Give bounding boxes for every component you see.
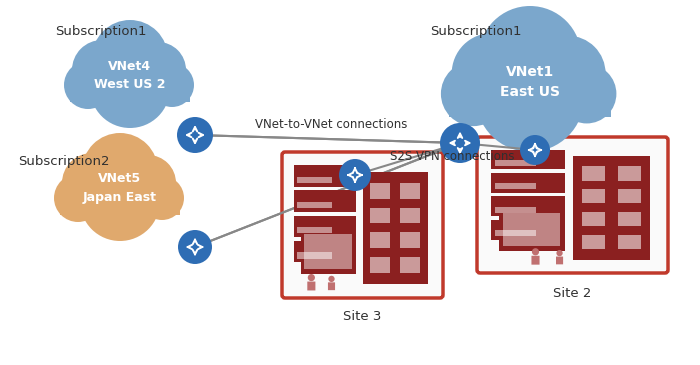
Bar <box>495 160 536 166</box>
Bar <box>370 208 390 223</box>
Bar <box>298 227 332 233</box>
Bar <box>400 208 420 223</box>
Bar <box>503 213 561 246</box>
Bar <box>294 191 356 212</box>
Circle shape <box>557 64 617 123</box>
Bar <box>400 183 420 199</box>
Circle shape <box>178 230 212 264</box>
Circle shape <box>92 20 168 96</box>
Text: Subscription1: Subscription1 <box>430 25 522 38</box>
FancyBboxPatch shape <box>282 152 443 298</box>
Bar <box>298 177 332 183</box>
Circle shape <box>452 33 533 114</box>
Circle shape <box>150 63 194 107</box>
FancyBboxPatch shape <box>531 256 540 265</box>
Circle shape <box>339 159 371 191</box>
Bar <box>573 155 650 260</box>
Circle shape <box>440 123 480 163</box>
Bar <box>449 92 611 117</box>
Bar <box>582 166 605 181</box>
Text: Site 2: Site 2 <box>553 287 592 300</box>
Bar <box>495 230 536 236</box>
Bar <box>400 232 420 248</box>
Circle shape <box>308 274 315 281</box>
Bar <box>617 235 641 249</box>
FancyBboxPatch shape <box>307 281 316 291</box>
Circle shape <box>556 250 563 256</box>
Circle shape <box>80 161 160 241</box>
FancyBboxPatch shape <box>556 257 563 264</box>
Bar <box>582 235 605 249</box>
Bar <box>300 224 356 274</box>
Circle shape <box>64 61 112 109</box>
Circle shape <box>54 174 102 222</box>
Bar <box>298 202 332 208</box>
Circle shape <box>441 61 505 126</box>
Text: VNet1
East US: VNet1 East US <box>500 65 560 99</box>
Circle shape <box>476 44 584 152</box>
Text: VNet-to-VNet connections: VNet-to-VNet connections <box>255 119 407 131</box>
Text: VNet5
Japan East: VNet5 Japan East <box>83 173 157 204</box>
Text: S2S VPN connections: S2S VPN connections <box>390 150 514 164</box>
Bar <box>617 166 641 181</box>
Bar <box>400 257 420 273</box>
Circle shape <box>520 135 550 165</box>
Circle shape <box>140 176 184 220</box>
Circle shape <box>479 6 581 109</box>
Text: Site 3: Site 3 <box>343 310 382 323</box>
Bar <box>298 252 332 258</box>
Bar <box>582 212 605 226</box>
Bar <box>495 207 536 213</box>
Bar <box>582 189 605 203</box>
Bar <box>370 232 390 248</box>
Text: VNet4
West US 2: VNet4 West US 2 <box>94 59 166 91</box>
Bar <box>294 241 356 262</box>
Bar <box>495 183 536 189</box>
Bar <box>498 204 565 250</box>
Bar <box>491 173 565 193</box>
Bar <box>491 220 565 240</box>
Circle shape <box>120 155 176 211</box>
Bar <box>304 234 352 269</box>
Circle shape <box>62 153 122 213</box>
Bar <box>491 196 565 216</box>
Circle shape <box>328 276 335 282</box>
Text: Subscription2: Subscription2 <box>18 155 109 168</box>
Bar <box>617 189 641 203</box>
Bar <box>491 150 565 169</box>
Circle shape <box>72 40 132 100</box>
Circle shape <box>82 133 158 209</box>
Bar <box>60 197 180 215</box>
Bar <box>363 172 428 284</box>
Circle shape <box>532 248 539 255</box>
Circle shape <box>177 117 213 153</box>
Circle shape <box>90 48 170 128</box>
Bar <box>370 257 390 273</box>
Bar <box>294 216 356 237</box>
Text: Subscription1: Subscription1 <box>55 25 146 38</box>
FancyBboxPatch shape <box>328 283 335 290</box>
Bar <box>370 183 390 199</box>
Circle shape <box>530 36 606 111</box>
FancyBboxPatch shape <box>477 137 668 273</box>
Circle shape <box>130 42 186 98</box>
Bar <box>294 165 356 187</box>
Bar <box>617 212 641 226</box>
Bar <box>70 84 190 102</box>
